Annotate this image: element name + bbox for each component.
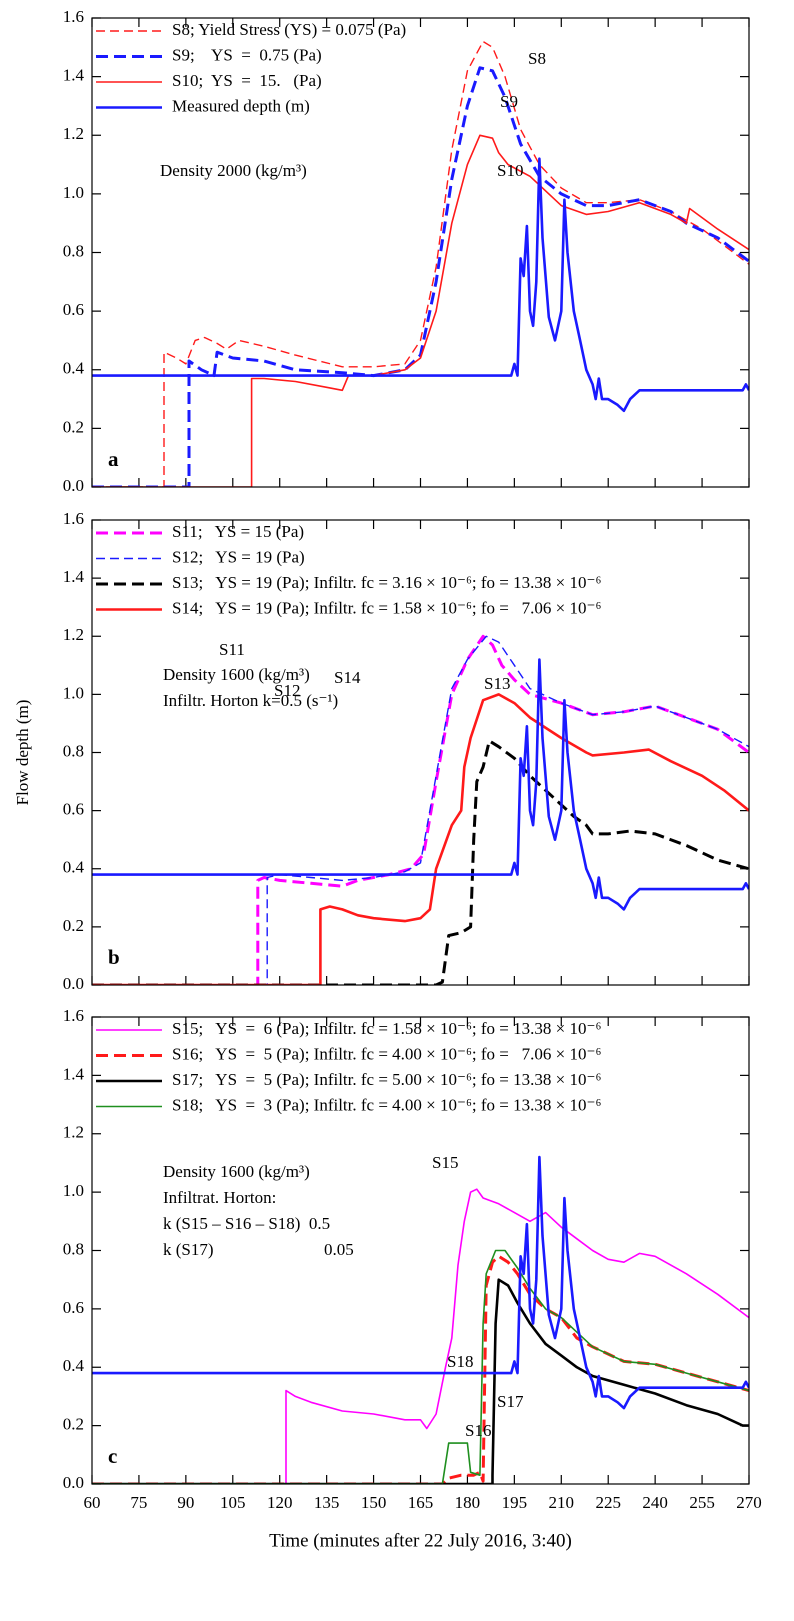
plot-area	[92, 634, 749, 985]
y-tick-label: 1.6	[63, 7, 84, 26]
y-tick-label: 0.8	[63, 241, 84, 260]
y-tick-label: 1.0	[63, 1181, 84, 1200]
panel-label: a	[108, 447, 119, 471]
x-tick-label: 90	[177, 1493, 194, 1512]
y-tick-label: 0.4	[63, 359, 85, 378]
note: k (S17) 0.05	[163, 1240, 354, 1259]
series-line	[92, 635, 749, 985]
legend-label: S12; YS = 19 (Pa)	[172, 547, 305, 566]
x-tick-label: 240	[642, 1493, 668, 1512]
y-tick-label: 0.2	[63, 1415, 84, 1434]
legend-label: S16; YS = 5 (Pa); Infiltr. fc = 4.00 × 1…	[172, 1044, 601, 1063]
annotation: S10	[497, 161, 523, 180]
x-axis-label: Time (minutes after 22 July 2016, 3:40)	[269, 1530, 572, 1551]
x-tick-label: 180	[455, 1493, 481, 1512]
series-line	[92, 134, 749, 487]
y-tick-label: 1.2	[63, 1123, 84, 1142]
y-tick-label: 1.0	[63, 683, 84, 702]
legend-label: S9; YS = 0.75 (Pa)	[172, 45, 322, 64]
x-tick-label: 60	[84, 1493, 101, 1512]
series-line	[92, 1254, 749, 1484]
annotation: S11	[219, 640, 245, 659]
note: Infiltr. Horton k=0.5 (s⁻¹)	[163, 691, 338, 710]
y-tick-label: 0.6	[63, 800, 84, 819]
legend-label: S17; YS = 5 (Pa); Infiltr. fc = 5.00 × 1…	[172, 1070, 601, 1089]
x-tick-label: 75	[130, 1493, 147, 1512]
x-tick-label: 165	[408, 1493, 434, 1512]
plot-area	[92, 40, 749, 487]
frame	[91, 17, 750, 488]
annotation: S14	[334, 668, 361, 687]
legend-label: S11; YS = 15 (Pa)	[172, 522, 304, 541]
series-line	[92, 634, 749, 985]
y-tick-label: 0.0	[63, 974, 84, 993]
y-tick-label: 1.4	[63, 567, 85, 586]
y-tick-label: 1.6	[63, 509, 84, 528]
y-tick-label: 1.0	[63, 183, 84, 202]
series-line	[92, 1155, 749, 1410]
series-line	[92, 1188, 749, 1484]
annotation: S15	[432, 1153, 458, 1172]
x-tick-label: 270	[736, 1493, 762, 1512]
legend-label: S13; YS = 19 (Pa); Infiltr. fc = 3.16 × …	[172, 573, 601, 592]
legend-label: S8; Yield Stress (YS) = 0.075 (Pa)	[172, 20, 406, 39]
note: k (S15 – S16 – S18) 0.5	[163, 1214, 330, 1233]
y-tick-label: 1.6	[63, 1006, 84, 1025]
y-tick-label: 1.4	[63, 1064, 85, 1083]
series-line	[92, 693, 749, 985]
series-line	[92, 66, 749, 487]
y-tick-label: 0.0	[63, 476, 84, 495]
series-line	[92, 1249, 749, 1484]
note: Density 1600 (kg/m³)	[163, 665, 310, 684]
note: Infiltrat. Horton:	[163, 1188, 276, 1207]
y-tick-label: 0.2	[63, 916, 84, 935]
note: Density 1600 (kg/m³)	[163, 1162, 310, 1181]
y-tick-label: 0.6	[63, 1298, 84, 1317]
frame	[91, 519, 750, 986]
y-axis-label: Flow depth (m)	[13, 700, 32, 806]
annotation: S16	[465, 1421, 491, 1440]
legend-label: Measured depth (m)	[172, 96, 310, 115]
annotation: S17	[497, 1392, 524, 1411]
legend-label: S15; YS = 6 (Pa); Infiltr. fc = 1.58 × 1…	[172, 1019, 601, 1038]
series-line	[92, 157, 749, 413]
y-tick-label: 0.6	[63, 300, 84, 319]
y-tick-label: 1.2	[63, 124, 84, 143]
annotation: S8	[528, 49, 546, 68]
y-tick-label: 1.2	[63, 625, 84, 644]
x-tick-label: 150	[361, 1493, 387, 1512]
series-line	[92, 658, 749, 911]
annotation: S13	[484, 674, 510, 693]
series-line	[92, 40, 749, 487]
legend-label: S10; YS = 15. (Pa)	[172, 71, 322, 90]
x-tick-label: 135	[314, 1493, 340, 1512]
legend-label: S14; YS = 19 (Pa); Infiltr. fc = 1.58 × …	[172, 598, 601, 617]
y-tick-label: 0.2	[63, 417, 84, 436]
x-tick-label: 105	[220, 1493, 246, 1512]
y-tick-label: 0.8	[63, 741, 84, 760]
y-tick-label: 1.4	[63, 66, 85, 85]
x-tick-label: 210	[549, 1493, 575, 1512]
x-tick-label: 120	[267, 1493, 293, 1512]
y-tick-label: 0.4	[63, 1356, 85, 1375]
frame	[91, 1016, 750, 1485]
panel-label: b	[108, 945, 120, 969]
annotation: S9	[500, 92, 518, 111]
series-line	[92, 1278, 749, 1484]
plot-area	[92, 1155, 749, 1484]
y-tick-label: 0.4	[63, 858, 85, 877]
x-tick-label: 225	[595, 1493, 621, 1512]
annotation: S18	[447, 1352, 473, 1371]
x-tick-label: 255	[689, 1493, 715, 1512]
y-tick-label: 0.8	[63, 1239, 84, 1258]
x-tick-label: 195	[502, 1493, 528, 1512]
legend-label: S18; YS = 3 (Pa); Infiltr. fc = 4.00 × 1…	[172, 1095, 601, 1114]
note: Density 2000 (kg/m³)	[160, 161, 307, 180]
panel-label: c	[108, 1444, 117, 1468]
y-tick-label: 0.0	[63, 1473, 84, 1492]
annotation: S12	[274, 681, 300, 700]
